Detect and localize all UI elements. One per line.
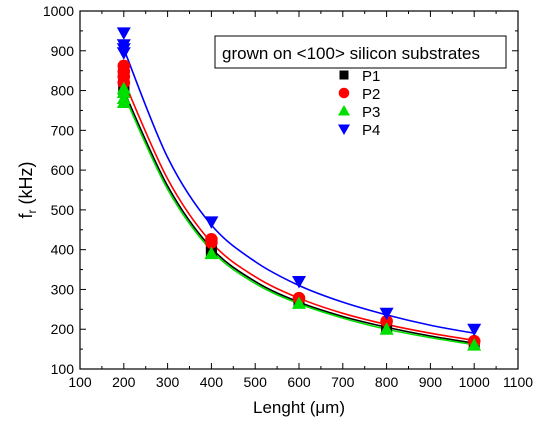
data-point-p3	[204, 246, 219, 260]
y-axis-label-main: f	[16, 213, 36, 219]
legend-marker-p1	[339, 70, 349, 80]
legend-label-p1: P1	[362, 68, 380, 85]
data-point-p2	[117, 59, 131, 73]
legend-marker-p4	[338, 124, 350, 135]
data-point-p3	[116, 81, 131, 95]
data-point-p3	[379, 322, 394, 335]
data-point-p3	[467, 338, 482, 351]
data-point-p4	[204, 216, 219, 229]
y-tick-label: 700	[51, 122, 75, 138]
x-tick-label: 700	[331, 374, 355, 390]
y-tick-label: 200	[51, 321, 75, 337]
data-point-p2	[380, 314, 393, 328]
x-tick-label: 500	[244, 374, 268, 390]
legend: grown on <100> silicon substrates P1P2P3…	[214, 35, 507, 139]
data-point-p4	[116, 39, 131, 52]
data-point-p4	[116, 27, 131, 40]
plot-frame	[79, 10, 519, 370]
x-tick-label: 1100	[503, 374, 533, 390]
legend-label-p2: P2	[362, 86, 380, 103]
data-points	[116, 27, 482, 351]
legend-title: grown on <100> silicon substrates	[222, 44, 480, 63]
y-tick-labels: 100 200 300 400 500 600 700 800 900 1000	[43, 3, 74, 377]
legend-marker-p3	[338, 105, 350, 116]
x-tick-label: 800	[375, 374, 399, 390]
legend-box	[214, 35, 507, 69]
y-tick-label: 900	[51, 43, 75, 59]
data-point-p4	[379, 307, 394, 321]
legend-label-p3: P3	[362, 104, 380, 121]
y-tick-label: 600	[51, 162, 75, 178]
data-point-p2	[205, 233, 218, 246]
x-tick-label: 900	[419, 374, 443, 390]
y-tick-label: 500	[51, 202, 75, 218]
y-axis-label-unit: (kHz)	[16, 161, 36, 209]
y-axis-label-subscript: r	[25, 209, 39, 213]
axis-ticks	[79, 10, 519, 370]
legend-label-p4: P4	[362, 122, 380, 139]
x-tick-label: 100	[68, 374, 92, 390]
x-tick-label: 400	[200, 374, 224, 390]
y-tick-label: 100	[51, 361, 75, 377]
y-tick-label: 400	[51, 242, 75, 258]
x-tick-label: 1000	[459, 374, 490, 390]
y-tick-label: 800	[51, 83, 75, 99]
legend-marker-p2	[338, 87, 350, 99]
x-axis-label: Lenght (μm)	[253, 398, 345, 417]
y-tick-label: 1000	[43, 3, 74, 19]
data-point-p4	[292, 275, 306, 289]
data-point-p3	[292, 296, 306, 309]
fit-curve-p4	[123, 48, 475, 334]
x-tick-label: 300	[156, 374, 180, 390]
x-tick-labels: 100 200 300 400 500 600 700 800 900 1000 1100	[68, 374, 533, 390]
data-point-p4	[467, 323, 482, 337]
y-tick-label: 300	[51, 281, 75, 297]
x-tick-label: 200	[112, 374, 136, 390]
x-tick-label: 600	[287, 374, 311, 390]
y-axis-label: fr (kHz)	[16, 161, 39, 218]
